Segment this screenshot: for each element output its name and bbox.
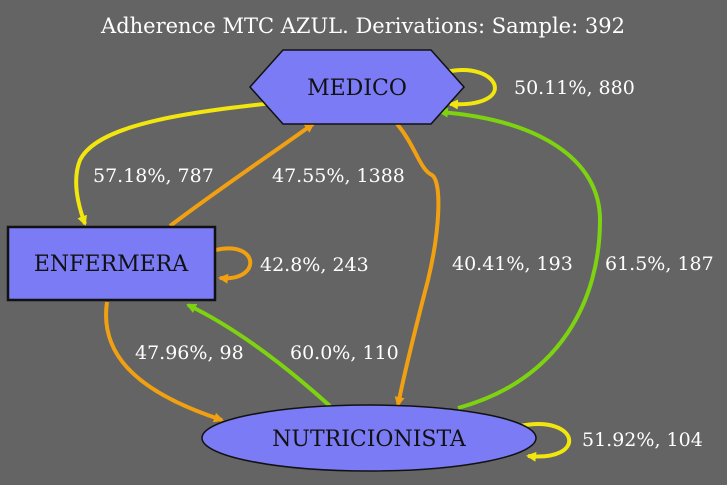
edge-label-nutricionista-self: 51.92%, 104 bbox=[582, 429, 703, 451]
node-medico-label: MEDICO bbox=[307, 76, 407, 101]
node-nutricionista[interactable]: NUTRICIONISTA bbox=[201, 404, 537, 472]
node-enfermera[interactable]: ENFERMERA bbox=[6, 225, 217, 302]
edge-label-enfermera-medico: 47.55%, 1388 bbox=[272, 165, 405, 187]
edge-label-medico-nutricionista: 40.41%, 193 bbox=[452, 253, 573, 275]
edge-label-nutricionista-enfermera: 60.0%, 110 bbox=[290, 342, 399, 364]
edge-label-nutricionista-medico: 61.5%, 187 bbox=[605, 253, 714, 275]
node-nutricionista-label: NUTRICIONISTA bbox=[272, 427, 467, 452]
edge-enfermera-medico bbox=[168, 122, 315, 228]
edge-enfermera-nutricionista bbox=[104, 301, 224, 423]
edge-label-enfermera-self: 42.8%, 243 bbox=[260, 254, 369, 276]
edge-enfermera-self bbox=[215, 246, 253, 284]
node-medico[interactable]: MEDICO bbox=[248, 49, 466, 125]
edge-label-enfermera-nutricionista: 47.96%, 98 bbox=[135, 342, 244, 364]
edge-label-medico-self: 50.11%, 880 bbox=[514, 77, 635, 99]
edge-medico-nutricionista bbox=[394, 122, 441, 407]
edge-medico-self bbox=[445, 68, 497, 110]
diagram-title: Adherence MTC AZUL. Derivations: Sample:… bbox=[100, 14, 625, 38]
edge-nutricionista-medico bbox=[438, 107, 603, 410]
node-enfermera-label: ENFERMERA bbox=[34, 252, 189, 277]
edge-label-medico-enfermera: 57.18%, 787 bbox=[93, 165, 214, 187]
edge-nutricionista-self bbox=[519, 422, 571, 462]
edge-nutricionista-enfermera bbox=[186, 303, 332, 408]
edge-medico-enfermera bbox=[74, 98, 301, 226]
